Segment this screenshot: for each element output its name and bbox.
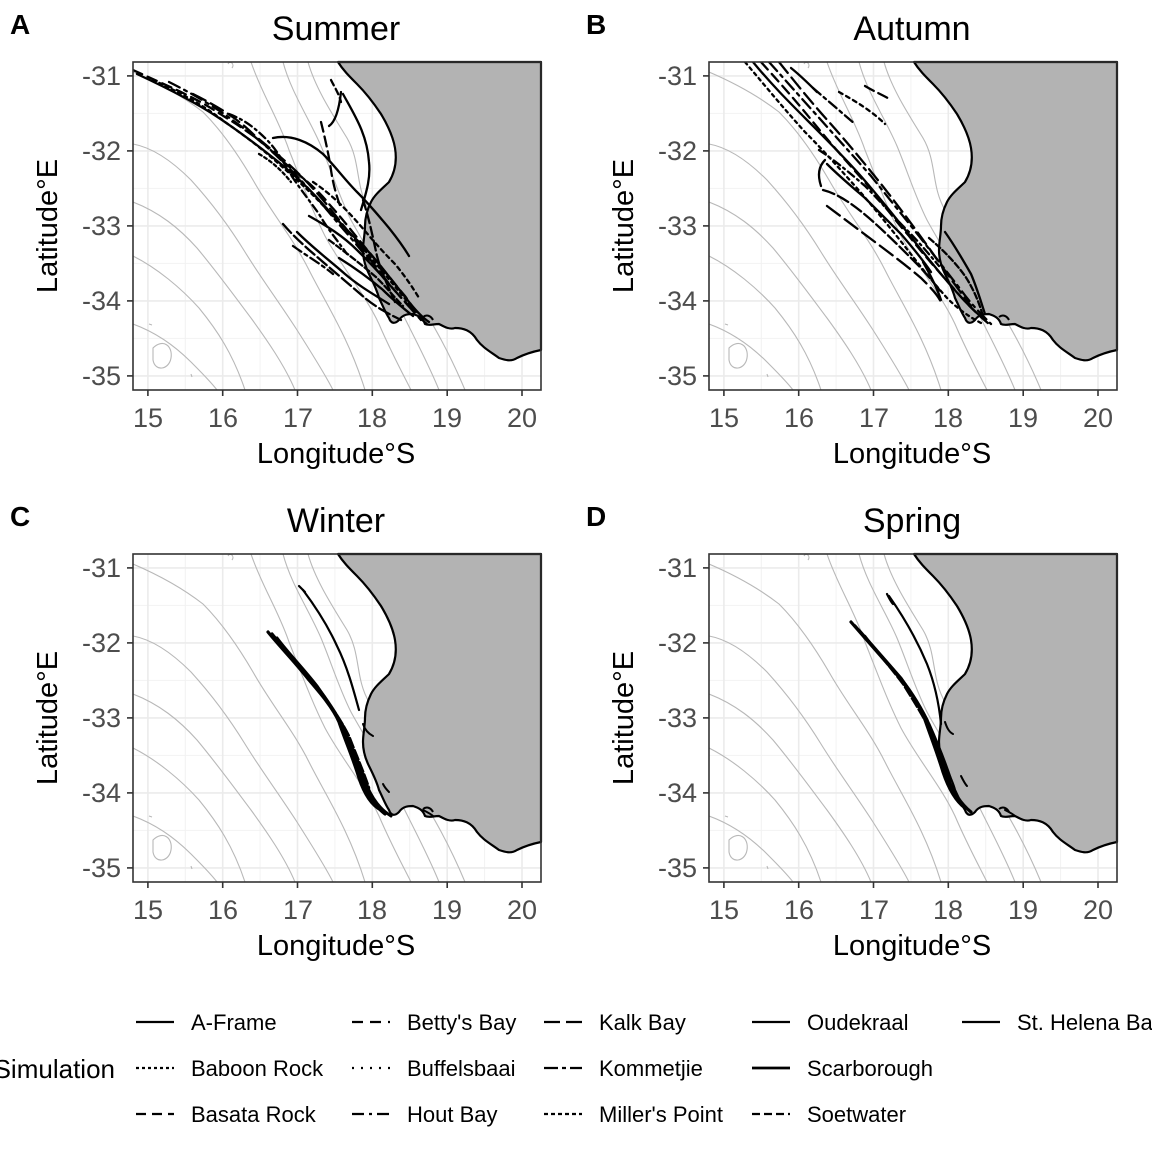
legend-label: Baboon Rock [191,1056,324,1081]
x-tick-label: 20 [507,403,537,433]
panel-summer: A Summer 15 16 17 18 19 20 -31 -32 -33 -… [10,9,541,470]
x-axis-label: Longitude°S [257,438,415,470]
y-tick-labels: -31 -32 -33 -34 -35 [658,553,697,883]
legend-label: Hout Bay [407,1102,498,1127]
legend-label: Basata Rock [191,1102,317,1127]
panel-letter: A [10,9,30,40]
x-tick-label: 18 [357,895,387,925]
x-tick-label: 15 [133,403,163,433]
x-tick-labels: 15 16 17 18 19 20 [133,895,537,925]
x-tick-label: 16 [784,895,814,925]
y-tick-labels: -31 -32 -33 -34 -35 [82,553,121,883]
legend-label: Scarborough [807,1056,933,1081]
y-axis-label: Latitude°E [608,159,640,293]
y-tick-label: -31 [82,61,121,91]
y-axis-label: Latitude°E [32,651,64,785]
y-axis-label: Latitude°E [608,651,640,785]
legend-label: Soetwater [807,1102,906,1127]
legend-label: Kalk Bay [599,1010,686,1035]
legend: Simulation A-Frame Baboon Rock Basata Ro… [0,1010,1152,1127]
panel-winter: C Winter 15 16 17 18 19 20 -31 -32 -33 -… [10,501,541,962]
legend-entries [136,1020,1000,1116]
y-tick-label: -34 [658,778,697,808]
panel-letter: C [10,501,30,532]
x-axis-label: Longitude°S [833,438,991,470]
x-tick-label: 18 [933,403,963,433]
x-tick-label: 16 [208,895,238,925]
x-tick-label: 15 [133,895,163,925]
x-axis-label: Longitude°S [257,930,415,962]
x-tick-label: 17 [859,895,889,925]
x-tick-label: 19 [1008,895,1038,925]
panel-spring: D Spring 15 16 17 18 19 20 -31 -32 -33 -… [586,501,1117,962]
y-tick-label: -33 [82,211,121,241]
y-tick-label: -35 [658,853,697,883]
panel-title: Winter [287,502,385,540]
y-tick-label: -31 [658,553,697,583]
legend-label: Miller's Point [599,1102,723,1127]
x-tick-label: 19 [1008,403,1038,433]
x-tick-labels: 15 16 17 18 19 20 [133,403,537,433]
panel-letter: B [586,9,606,40]
y-tick-label: -32 [82,628,121,658]
x-tick-label: 20 [1083,403,1113,433]
panel-title: Autumn [853,10,970,48]
x-tick-label: 19 [432,895,462,925]
x-tick-label: 17 [283,895,313,925]
x-tick-label: 17 [859,403,889,433]
y-tick-labels: -31 -32 -33 -34 -35 [82,61,121,391]
y-tick-label: -33 [82,703,121,733]
x-tick-label: 20 [507,895,537,925]
y-tick-label: -33 [658,211,697,241]
legend-label: Kommetjie [599,1056,703,1081]
legend-label: Buffelsbaai [407,1056,515,1081]
y-tick-label: -32 [82,136,121,166]
x-tick-label: 19 [432,403,462,433]
x-tick-labels: 15 16 17 18 19 20 [709,403,1113,433]
x-axis-label: Longitude°S [833,930,991,962]
legend-label: A-Frame [191,1010,277,1035]
y-tick-label: -34 [82,778,121,808]
y-tick-label: -34 [658,286,697,316]
y-axis-label: Latitude°E [32,159,64,293]
y-tick-label: -31 [658,61,697,91]
x-tick-label: 16 [784,403,814,433]
legend-label: Oudekraal [807,1010,909,1035]
y-tick-labels: -31 -32 -33 -34 -35 [658,61,697,391]
y-tick-label: -35 [82,853,121,883]
legend-label: St. Helena Bay [1017,1010,1152,1035]
x-tick-label: 18 [357,403,387,433]
legend-title: Simulation [0,1054,115,1084]
y-tick-label: -32 [658,628,697,658]
x-tick-label: 16 [208,403,238,433]
y-tick-label: -35 [82,361,121,391]
y-tick-label: -33 [658,703,697,733]
x-tick-label: 18 [933,895,963,925]
x-tick-label: 15 [709,403,739,433]
y-tick-label: -35 [658,361,697,391]
x-tick-labels: 15 16 17 18 19 20 [709,895,1113,925]
panel-title: Spring [863,502,961,540]
panel-title: Summer [272,10,400,48]
legend-label: Betty's Bay [407,1010,516,1035]
x-tick-label: 15 [709,895,739,925]
x-tick-label: 17 [283,403,313,433]
panel-letter: D [586,501,606,532]
y-tick-label: -32 [658,136,697,166]
x-tick-label: 20 [1083,895,1113,925]
y-tick-label: -34 [82,286,121,316]
panel-autumn: B Autumn 15 16 17 18 19 20 -31 -32 -33 -… [586,9,1117,470]
y-tick-label: -31 [82,553,121,583]
